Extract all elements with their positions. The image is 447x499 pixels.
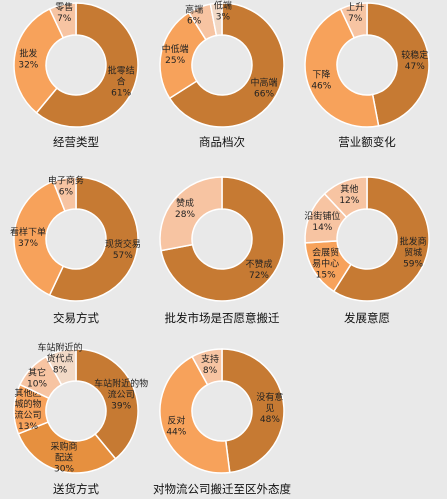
donut-chart: 车站附近的物流公司 39% 采购商配送 30% 其他区城的物流公司 13%其它 10%车站附… <box>13 342 148 496</box>
donut-slice <box>366 2 430 127</box>
chart-title: 对物流公司搬迁至区外态度 <box>153 482 291 496</box>
donut-slice <box>17 421 117 474</box>
slice-label: 较稳定 47% <box>401 49 428 72</box>
slice-label: 电子商务 6% <box>48 174 84 197</box>
donut-slice <box>191 348 223 386</box>
slice-label: 其他 12% <box>339 183 359 206</box>
donut-chart: 批零结合 61% 批发 32% 零售 7% 经营类型 <box>13 1 139 149</box>
slice-label: 批零结合 61% <box>108 64 135 98</box>
slice-label: 会展贸易中心 15% <box>312 246 339 280</box>
chart-title: 商品档次 <box>199 135 245 149</box>
donut-slice <box>323 176 368 219</box>
chart-title: 送货方式 <box>53 482 99 496</box>
donut-slice <box>159 355 231 474</box>
donut-slice <box>48 2 77 39</box>
donut-chart: 批发商贸城 59% 会展贸易中心 15% 沿街铺位 14% 其他 12% 发展意愿 <box>304 176 430 325</box>
slice-label: 中高端 66% <box>251 77 278 100</box>
donut-chart: 没有意见 48% 反对 44% 支持 8% 对物流公司搬迁至区外态度 <box>153 348 291 496</box>
slice-label: 中低端 25% <box>162 43 189 66</box>
donut-slice <box>160 176 285 302</box>
slice-label: 支持 8% <box>201 353 219 376</box>
donut-slice <box>304 7 380 128</box>
donut-slice <box>75 348 139 460</box>
slice-label: 车站附近的货代点 8% <box>38 342 83 376</box>
slice-label: 现货交易 57% <box>105 238 141 261</box>
donut-slice <box>159 176 223 252</box>
donut-slice <box>52 176 77 213</box>
donut-chart: 现货交易 57% 看样下单 37% 电子商务 6% 交易方式 <box>10 174 141 325</box>
donut-slice <box>209 2 223 37</box>
slice-label: 下降 46% <box>311 68 331 91</box>
chart-title: 发展意愿 <box>344 311 390 325</box>
chart-title: 交易方式 <box>53 311 99 325</box>
slice-label: 赞成 28% <box>175 197 195 220</box>
slice-label: 高端 6% <box>185 3 203 26</box>
slice-label: 车站附近的物流公司 39% <box>94 378 148 412</box>
donut-slice <box>35 2 139 128</box>
donut-slice <box>13 7 65 114</box>
slice-label: 其它 10% <box>27 367 47 390</box>
donut-slice <box>339 2 368 39</box>
slice-label: 沿街铺位 14% <box>304 210 340 233</box>
chart-title: 批发市场是否愿意搬迁 <box>165 311 280 325</box>
donut-slice <box>45 348 77 386</box>
donut-slice <box>168 2 285 128</box>
chart-title: 营业额变化 <box>338 135 396 149</box>
slice-label: 采购商配送 30% <box>51 440 78 474</box>
donut-chart: 较稳定 47% 下降 46% 上升 7% 营业额变化 <box>304 2 430 149</box>
donut-chart: 不赞成 72% 赞成 28% 批发市场是否愿意搬迁 <box>159 176 285 325</box>
slice-label: 上升 7% <box>346 2 364 24</box>
donut-chart: 中高端 66% 中低端 25% 高端 6% 低端 3% 商品档次 <box>159 0 285 149</box>
donut-slice <box>48 176 139 302</box>
slice-label: 其他区城的物流公司 13% <box>15 387 42 432</box>
slice-label: 反对 44% <box>166 414 186 437</box>
chart-title: 经营类型 <box>53 135 99 149</box>
donut-slice <box>221 348 285 474</box>
slice-label: 批发商贸城 59% <box>400 235 427 269</box>
slice-label: 批发 32% <box>18 47 38 70</box>
donut-slice <box>13 180 66 297</box>
slice-label: 零售 7% <box>55 1 73 24</box>
slice-label: 看样下单 37% <box>10 226 46 249</box>
slice-label: 不赞成 72% <box>245 258 272 281</box>
slice-label: 没有意见 48% <box>256 391 283 425</box>
donut-slice <box>332 176 430 302</box>
slice-label: 低端 3% <box>214 0 232 23</box>
